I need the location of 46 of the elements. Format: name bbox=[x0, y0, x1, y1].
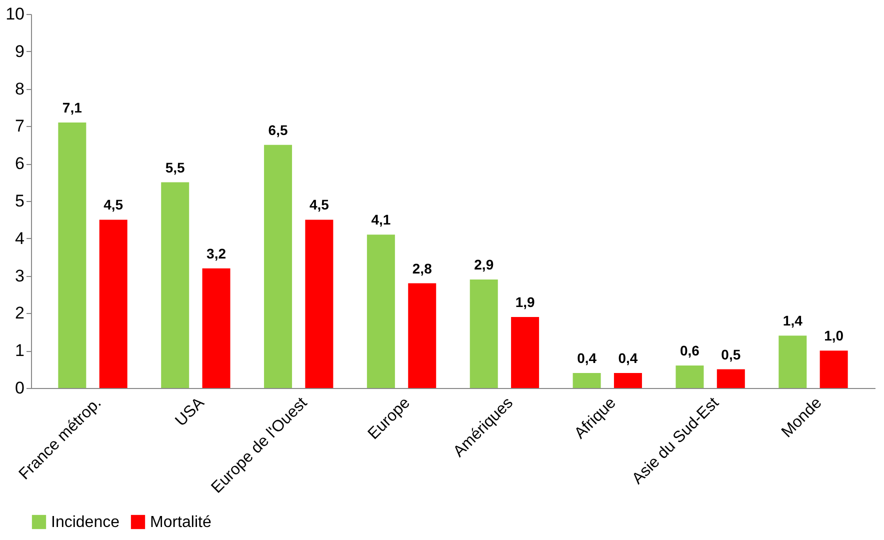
bar bbox=[366, 234, 395, 388]
bar bbox=[716, 369, 745, 388]
data-label: 4,5 bbox=[104, 196, 124, 213]
y-tick-label: 6 bbox=[15, 154, 24, 174]
bar bbox=[820, 350, 848, 388]
y-tick-label: 7 bbox=[15, 116, 24, 136]
data-label: 7,1 bbox=[62, 99, 82, 116]
data-label: 3,2 bbox=[206, 245, 226, 262]
data-label: 4,5 bbox=[309, 196, 330, 213]
bar bbox=[572, 373, 601, 388]
bar bbox=[99, 220, 128, 388]
data-label: 0,4 bbox=[618, 350, 638, 366]
bar bbox=[614, 373, 642, 388]
y-tick-label: 2 bbox=[15, 304, 24, 323]
legend-label: Mortalité bbox=[150, 514, 212, 531]
y-tick-label: 0 bbox=[15, 378, 24, 398]
y-tick-label: 3 bbox=[15, 266, 24, 286]
data-label: 2,8 bbox=[412, 260, 432, 276]
bar bbox=[470, 280, 498, 388]
data-label: 5,5 bbox=[165, 159, 186, 176]
bar bbox=[511, 316, 540, 388]
data-label: 4,1 bbox=[371, 212, 391, 228]
data-label: 0,4 bbox=[577, 350, 597, 366]
data-label: 1,4 bbox=[782, 312, 803, 329]
data-label: 1,9 bbox=[515, 294, 535, 310]
bar bbox=[161, 182, 190, 388]
y-tick-label: 10 bbox=[6, 4, 24, 24]
bar bbox=[778, 336, 807, 388]
bar bbox=[264, 144, 292, 388]
bar bbox=[676, 366, 704, 388]
y-tick-label: 1 bbox=[15, 341, 24, 360]
y-tick-label: 4 bbox=[15, 228, 24, 248]
bar bbox=[305, 220, 334, 388]
y-tick-label: 5 bbox=[15, 192, 24, 210]
legend-label: Incidence bbox=[51, 514, 120, 531]
bar bbox=[58, 122, 86, 388]
x-tick-label: USA bbox=[172, 394, 208, 430]
y-tick-label: 9 bbox=[15, 42, 24, 61]
y-tick-label: 8 bbox=[15, 79, 24, 98]
data-label: 0,6 bbox=[680, 342, 700, 359]
data-label: 6,5 bbox=[268, 122, 288, 138]
data-label: 2,9 bbox=[474, 256, 494, 273]
bar bbox=[202, 268, 230, 388]
data-label: 0,5 bbox=[721, 346, 741, 362]
bar bbox=[408, 283, 436, 388]
data-label: 1,0 bbox=[824, 328, 844, 344]
